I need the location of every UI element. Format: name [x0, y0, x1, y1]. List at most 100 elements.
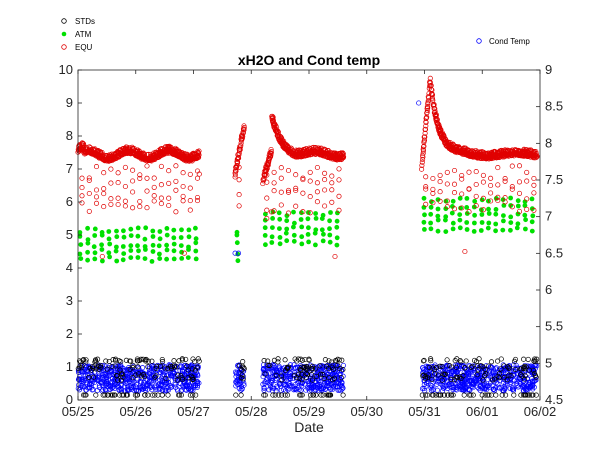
y-left-tick-label: 7: [66, 161, 73, 176]
stds-point: [297, 392, 303, 398]
atm-point: [186, 234, 192, 240]
atm-point: [306, 225, 311, 231]
stds-point: [240, 359, 246, 365]
stds-point: [338, 375, 344, 381]
equ-point: [187, 171, 193, 177]
equ-point: [480, 179, 486, 185]
cond-temp-point: [461, 387, 467, 393]
stds-point: [238, 375, 245, 381]
stds-point: [322, 357, 328, 363]
stds-point: [310, 363, 316, 369]
stds-point: [486, 392, 492, 398]
equ-point: [531, 190, 537, 196]
atm-point: [450, 226, 456, 232]
stds-point: [320, 392, 326, 398]
equ-point: [151, 198, 157, 204]
equ-point: [101, 170, 107, 176]
atm-point: [479, 212, 485, 217]
cond-temp-point: [264, 375, 270, 381]
cond-temp-point: [158, 383, 164, 389]
equ-point: [533, 151, 539, 157]
stds-point: [195, 356, 201, 362]
equ-point: [459, 176, 465, 182]
equ-point: [108, 166, 114, 172]
cond-temp-point: [184, 383, 190, 389]
equ-point: [329, 180, 335, 186]
cond-temp-point: [267, 382, 273, 388]
cond-temp-point: [445, 385, 451, 391]
atm-point: [128, 243, 134, 249]
cond-temp-point: [261, 387, 267, 393]
atm-point: [114, 228, 119, 234]
stds-point: [91, 374, 97, 380]
atm-point: [85, 249, 90, 255]
cond-temp-point: [238, 387, 244, 393]
legend-label: EQU: [75, 43, 93, 52]
stds-point: [461, 392, 467, 398]
atm-point: [428, 204, 434, 210]
equ-point: [531, 182, 537, 188]
equ-point: [173, 178, 179, 184]
atm-point: [171, 241, 177, 247]
cond-temp-point: [103, 372, 109, 378]
equ-point: [267, 150, 274, 156]
equ-point: [419, 162, 425, 168]
equ-point: [516, 208, 523, 214]
equ-point: [423, 184, 429, 190]
equ-point: [180, 183, 186, 190]
stds-point: [326, 358, 332, 364]
cond-temp-point: [127, 383, 133, 389]
equ-point: [488, 190, 494, 196]
legend-marker: [61, 44, 67, 50]
equ-point: [437, 198, 443, 204]
atm-point: [135, 225, 141, 231]
x-tick-label: 05/30: [350, 404, 383, 419]
cond-temp-point: [477, 378, 483, 384]
stds-point: [190, 374, 196, 380]
equ-point: [166, 180, 172, 186]
stds-point: [130, 362, 136, 368]
equ-point: [480, 207, 486, 213]
stds-point: [428, 356, 434, 362]
cond-temp-point: [260, 367, 266, 373]
stds-point: [529, 392, 535, 398]
stds-point: [299, 392, 305, 398]
stds-point: [423, 374, 429, 380]
equ-point: [108, 201, 114, 207]
equ-point: [466, 186, 472, 192]
cond-temp-point: [476, 372, 483, 378]
stds-point: [284, 392, 291, 398]
cond-temp-point: [443, 364, 449, 370]
atm-point: [150, 242, 156, 248]
stds-point: [179, 357, 185, 363]
equ-point: [285, 167, 292, 174]
equ-point: [278, 189, 284, 195]
equ-point: [437, 189, 443, 195]
cond-temp-point: [333, 383, 339, 389]
stds-point: [127, 366, 133, 372]
atm-point: [457, 195, 463, 201]
equ-point: [480, 172, 486, 178]
cond-temp-point: [125, 371, 131, 377]
equ-point: [264, 207, 270, 213]
stds-point: [120, 374, 126, 380]
atm-point: [335, 210, 340, 216]
atm-point: [193, 225, 198, 231]
cond-temp-point: [492, 387, 498, 393]
atm-point: [100, 258, 105, 264]
atm-point: [522, 199, 528, 205]
atm-point: [298, 217, 304, 222]
atm-point: [472, 212, 477, 218]
cond-temp-point: [159, 378, 165, 384]
atm-point: [85, 257, 90, 263]
stds-point: [328, 359, 335, 365]
stds-point: [458, 359, 464, 365]
equ-point: [278, 175, 284, 181]
equ-point: [509, 186, 515, 192]
atm-point: [78, 256, 84, 261]
y-right-tick-label: 4.5: [545, 392, 563, 407]
y-right-tick-label: 7.5: [545, 172, 563, 187]
atm-point: [164, 232, 170, 238]
y-left-tick-label: 10: [59, 62, 73, 77]
stds-point: [337, 365, 343, 372]
